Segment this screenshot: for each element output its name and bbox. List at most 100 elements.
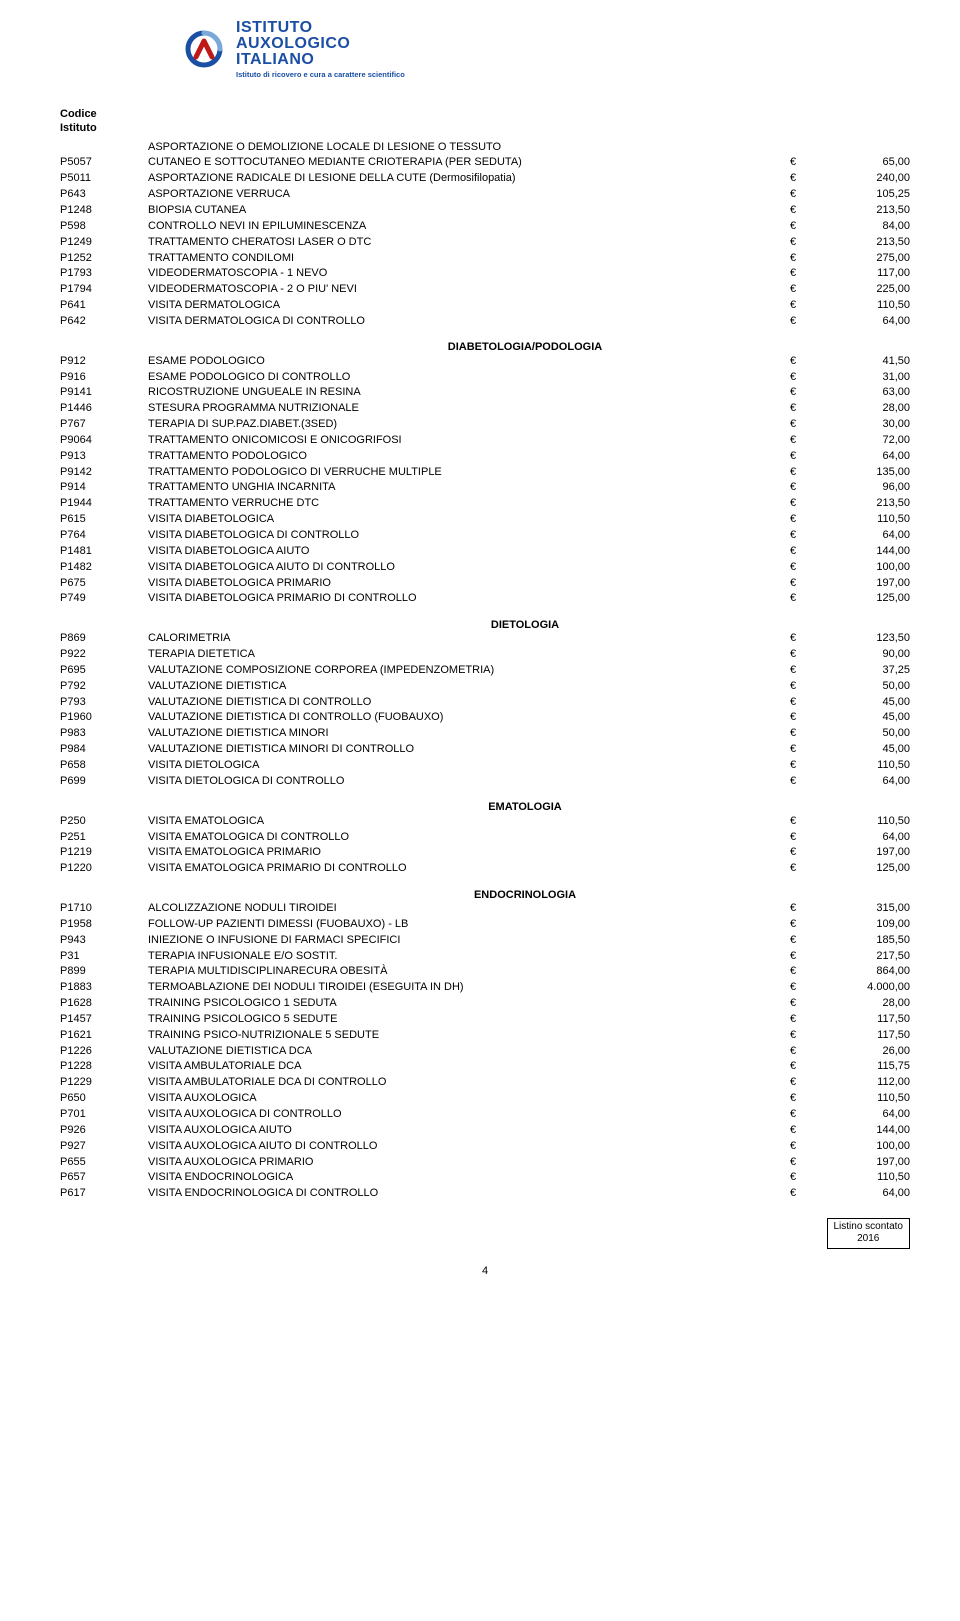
amount-cell: 63,00 (810, 385, 910, 401)
currency-cell: € (790, 234, 810, 250)
amount-cell: 65,00 (810, 155, 910, 171)
table-row: P675VISITA DIABETOLOGICA PRIMARIO€197,00 (60, 575, 910, 591)
section-title: DIABETOLOGIA/PODOLOGIA (60, 341, 910, 353)
header-label-istituto: Istituto (60, 121, 910, 135)
column-header: Codice Istituto (60, 107, 910, 136)
logo-text: ISTITUTO AUXOLOGICO ITALIANO Istituto di… (236, 20, 405, 79)
table-row: P655VISITA AUXOLOGICA PRIMARIO€197,00 (60, 1154, 910, 1170)
table-row: P650VISITA AUXOLOGICA€110,50 (60, 1091, 910, 1107)
description-cell: ESAME PODOLOGICO DI CONTROLLO (148, 369, 790, 385)
currency-cell: € (790, 916, 810, 932)
code-cell: P1794 (60, 282, 148, 298)
amount-cell: 105,25 (810, 187, 910, 203)
currency-cell: € (790, 757, 810, 773)
currency-cell: € (790, 662, 810, 678)
table-row: P1482VISITA DIABETOLOGICA AIUTO DI CONTR… (60, 559, 910, 575)
code-cell: P912 (60, 353, 148, 369)
description-cell: VISITA AUXOLOGICA (148, 1091, 790, 1107)
table-row: P927VISITA AUXOLOGICA AIUTO DI CONTROLLO… (60, 1138, 910, 1154)
currency-cell: € (790, 155, 810, 171)
code-cell: P251 (60, 829, 148, 845)
table-row: P1960VALUTAZIONE DIETISTICA DI CONTROLLO… (60, 710, 910, 726)
code-cell: P1958 (60, 916, 148, 932)
amount-cell: 90,00 (810, 647, 910, 663)
currency-cell: € (790, 528, 810, 544)
code-cell: P926 (60, 1122, 148, 1138)
table-row: P1944TRATTAMENTO VERRUCHE DTC€213,50 (60, 496, 910, 512)
description-cell: FOLLOW-UP PAZIENTI DIMESSI (FUOBAUXO) - … (148, 916, 790, 932)
description-cell: VISITA AUXOLOGICA DI CONTROLLO (148, 1107, 790, 1123)
currency-cell: € (790, 298, 810, 314)
code-cell: P1628 (60, 996, 148, 1012)
amount-cell: 217,50 (810, 948, 910, 964)
code-cell: P913 (60, 448, 148, 464)
currency-cell: € (790, 575, 810, 591)
amount-cell: 64,00 (810, 1186, 910, 1202)
table-row: P1226VALUTAZIONE DIETISTICA DCA€26,00 (60, 1043, 910, 1059)
amount-cell: 110,50 (810, 813, 910, 829)
currency-cell: € (790, 829, 810, 845)
footer-line2: 2016 (834, 1233, 904, 1246)
amount-cell: 96,00 (810, 480, 910, 496)
table-row: P641VISITA DERMATOLOGICA€110,50 (60, 298, 910, 314)
code-cell: P657 (60, 1170, 148, 1186)
description-cell: TERMOABLAZIONE DEI NODULI TIROIDEI (ESEG… (148, 980, 790, 996)
description-cell: VISITA ENDOCRINOLOGICA (148, 1170, 790, 1186)
currency-cell: € (790, 385, 810, 401)
description-cell: TRATTAMENTO CHERATOSI LASER O DTC (148, 234, 790, 250)
logo: ISTITUTO AUXOLOGICO ITALIANO Istituto di… (180, 20, 910, 79)
description-cell: TRAINING PSICOLOGICO 1 SEDUTA (148, 996, 790, 1012)
description-cell: VISITA AMBULATORIALE DCA DI CONTROLLO (148, 1075, 790, 1091)
price-listing: ASPORTAZIONE O DEMOLIZIONE LOCALE DI LES… (60, 139, 910, 1201)
description-cell: VALUTAZIONE DIETISTICA DI CONTROLLO (148, 694, 790, 710)
table-row: P1958FOLLOW-UP PAZIENTI DIMESSI (FUOBAUX… (60, 916, 910, 932)
amount-cell: 110,50 (810, 512, 910, 528)
code-cell: P916 (60, 369, 148, 385)
logo-line2: AUXOLOGICO (236, 36, 405, 52)
table-row: P642VISITA DERMATOLOGICA DI CONTROLLO€64… (60, 313, 910, 329)
currency-cell: € (790, 726, 810, 742)
amount-cell: 64,00 (810, 528, 910, 544)
amount-cell: 50,00 (810, 726, 910, 742)
description-cell: VALUTAZIONE COMPOSIZIONE CORPOREA (IMPED… (148, 662, 790, 678)
amount-cell: 225,00 (810, 282, 910, 298)
amount-cell: 110,50 (810, 757, 910, 773)
amount-cell: 110,50 (810, 1091, 910, 1107)
amount-cell: 50,00 (810, 678, 910, 694)
code-cell: P642 (60, 313, 148, 329)
table-row: P31TERAPIA INFUSIONALE E/O SOSTIT.€217,5… (60, 948, 910, 964)
description-cell: TRAINING PSICO-NUTRIZIONALE 5 SEDUTE (148, 1027, 790, 1043)
currency-cell: € (790, 1122, 810, 1138)
currency-cell: € (790, 591, 810, 607)
description-cell: VISITA AUXOLOGICA AIUTO DI CONTROLLO (148, 1138, 790, 1154)
description-cell: VALUTAZIONE DIETISTICA MINORI DI CONTROL… (148, 742, 790, 758)
code-cell: P1220 (60, 861, 148, 877)
table-row: P1228VISITA AMBULATORIALE DCA€115,75 (60, 1059, 910, 1075)
currency-cell: € (790, 996, 810, 1012)
amount-cell: 31,00 (810, 369, 910, 385)
amount-cell: 125,00 (810, 591, 910, 607)
amount-cell: 197,00 (810, 575, 910, 591)
table-row: P1794VIDEODERMATOSCOPIA - 2 O PIU' NEVI€… (60, 282, 910, 298)
amount-cell: 30,00 (810, 417, 910, 433)
description-cell: ASPORTAZIONE O DEMOLIZIONE LOCALE DI LES… (148, 139, 790, 155)
code-cell: P1621 (60, 1027, 148, 1043)
currency-cell: € (790, 980, 810, 996)
currency-cell: € (790, 773, 810, 789)
table-row: P1710ALCOLIZZAZIONE NODULI TIROIDEI€315,… (60, 901, 910, 917)
amount-cell: 117,00 (810, 266, 910, 282)
currency-cell: € (790, 313, 810, 329)
code-cell: P767 (60, 417, 148, 433)
code-cell: P749 (60, 591, 148, 607)
amount-cell: 64,00 (810, 448, 910, 464)
description-cell: ASPORTAZIONE RADICALE DI LESIONE DELLA C… (148, 171, 790, 187)
description-cell: ASPORTAZIONE VERRUCA (148, 187, 790, 203)
table-row: P912ESAME PODOLOGICO€41,50 (60, 353, 910, 369)
table-row: ASPORTAZIONE O DEMOLIZIONE LOCALE DI LES… (60, 139, 910, 155)
currency-cell: € (790, 694, 810, 710)
table-row: P657VISITA ENDOCRINOLOGICA€110,50 (60, 1170, 910, 1186)
currency-cell: € (790, 1075, 810, 1091)
table-row: P1248BIOPSIA CUTANEA€213,50 (60, 202, 910, 218)
code-cell: P1249 (60, 234, 148, 250)
amount-cell: 26,00 (810, 1043, 910, 1059)
